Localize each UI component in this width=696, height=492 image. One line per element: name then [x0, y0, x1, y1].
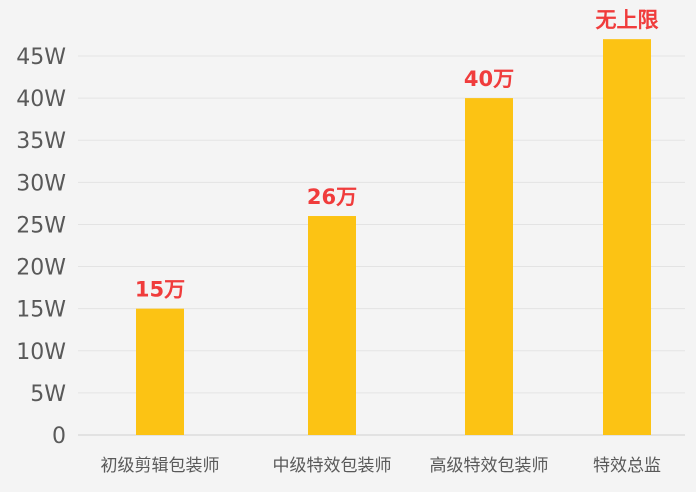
x-tick-label: 高级特效包装师	[430, 456, 549, 476]
data-label: 26万	[307, 185, 357, 209]
y-tick-label: 25W	[16, 213, 66, 238]
y-tick-label: 15W	[16, 298, 66, 323]
y-tick-label: 30W	[16, 171, 66, 196]
x-tick-label: 特效总监	[593, 456, 661, 476]
y-tick-label: 45W	[16, 45, 66, 70]
bar	[136, 308, 184, 435]
bar	[603, 39, 651, 436]
y-tick-label: 35W	[16, 129, 66, 154]
y-tick-label: 40W	[16, 87, 66, 112]
bar	[465, 98, 513, 435]
bar	[308, 216, 356, 435]
y-tick-label: 10W	[16, 340, 66, 365]
data-label: 40万	[464, 67, 514, 91]
x-tick-label: 初级剪辑包装师	[101, 456, 220, 476]
y-tick-label: 20W	[16, 256, 66, 281]
data-label: 无上限	[596, 8, 659, 32]
data-label: 15万	[135, 278, 185, 302]
y-tick-label: 0	[52, 424, 66, 449]
x-tick-label: 中级特效包装师	[273, 456, 392, 476]
y-tick-label: 5W	[30, 382, 66, 407]
